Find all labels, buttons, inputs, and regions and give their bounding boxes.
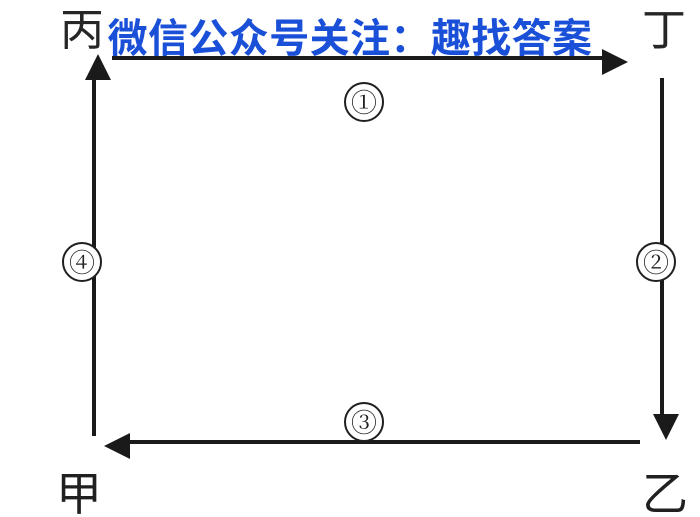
arrowhead-left <box>85 54 111 80</box>
arrow-bottom <box>130 440 640 444</box>
arrowhead-bottom <box>104 433 130 459</box>
arrowhead-top <box>602 49 628 75</box>
edge-label-right: ② <box>636 242 676 282</box>
corner-label-top-left: 丙 <box>60 0 104 58</box>
edge-label-top: ① <box>344 82 384 122</box>
corner-label-top-right: 丁 <box>642 0 686 58</box>
edge-label-left: ④ <box>62 242 102 282</box>
edge-label-bottom: ③ <box>344 402 384 442</box>
corner-label-bottom-left: 甲 <box>56 458 102 517</box>
arrowhead-right <box>653 414 679 440</box>
diagram-container: { "canvas": { "width": 700, "height": 51… <box>0 0 700 517</box>
arrow-top <box>112 56 606 60</box>
corner-label-bottom-right: 乙 <box>642 458 688 517</box>
